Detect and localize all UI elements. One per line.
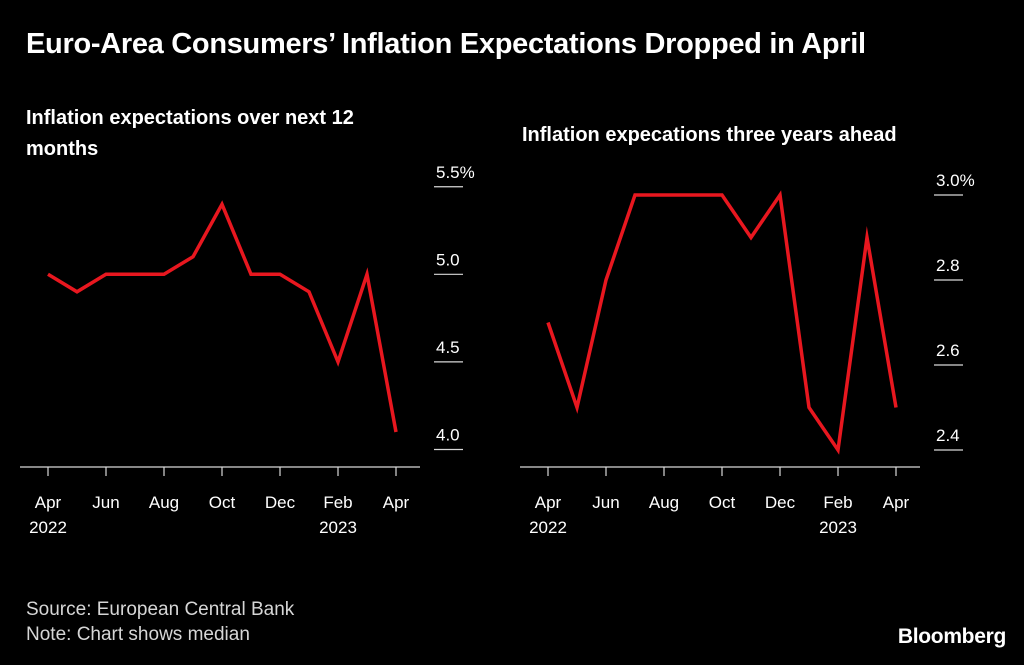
left-y-tick-label-3: 4.0 [436,425,460,444]
chart-right-title: Inflation expecations three years ahead [522,124,897,146]
left-x-tick-year-0: 2022 [29,518,67,537]
footer: Source: European Central Bank Note: Char… [26,597,294,647]
chart-left-title: Inflation expectations over next 12 mont… [26,107,354,160]
left-x-tick-label-1: Jun [92,493,119,512]
right-y-tick-label-2: 2.6 [936,341,960,360]
left-y-tick-label-0: 5.5% [436,163,475,182]
left-y-tick-label-2: 4.5 [436,338,460,357]
left-x-tick-label-2: Aug [149,493,179,512]
right-x-tick-label-2: Aug [649,493,679,512]
page-title: Euro-Area Consumers’ Inflation Expectati… [26,28,866,60]
right-y-tick-label-0: 3.0% [936,171,975,190]
left-y-tick-label-1: 5.0 [436,250,460,269]
left-x-tick-label-0: Apr [35,493,62,512]
right-series-line-0 [546,190,898,455]
median-note: Note: Chart shows median [26,624,250,645]
left-x-tick-label-5: Feb [323,493,352,512]
right-x-tick-label-6: Apr [883,493,910,512]
bloomberg-logo: Bloomberg [897,625,1006,648]
left-series-line-0 [47,200,398,433]
right-x-tick-label-4: Dec [765,493,796,512]
left-x-tick-year-5: 2023 [319,518,357,537]
left-x-tick-label-6: Apr [383,493,410,512]
left-x-tick-label-3: Oct [209,493,236,512]
right-y-tick-label-1: 2.8 [936,256,960,275]
right-x-tick-label-3: Oct [709,493,736,512]
right-y-tick-label-3: 2.4 [936,426,960,445]
right-x-tick-label-0: Apr [535,493,562,512]
right-x-tick-label-5: Feb [823,493,852,512]
right-x-tick-year-0: 2022 [529,518,567,537]
left-x-tick-label-4: Dec [265,493,296,512]
right-x-tick-year-5: 2023 [819,518,857,537]
right-x-tick-label-1: Jun [592,493,619,512]
source-note: Source: European Central Bank [26,599,295,620]
